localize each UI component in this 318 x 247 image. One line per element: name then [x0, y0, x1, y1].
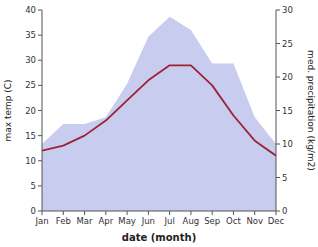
y2-tick: [276, 43, 280, 44]
x-tick: [148, 211, 149, 215]
x-tick-label: Jan: [34, 216, 48, 226]
y2-tick-label: 30: [282, 5, 293, 15]
x-tick: [84, 211, 85, 215]
y-tick: [38, 185, 42, 186]
x-tick: [169, 211, 170, 215]
x-tick-label: May: [118, 216, 136, 226]
y2-tick: [276, 10, 280, 11]
x-tick-label: Aug: [183, 216, 200, 226]
y-tick: [38, 35, 42, 36]
y-tick-label: 40: [25, 5, 36, 15]
y2-tick: [276, 211, 280, 212]
y-tick: [38, 160, 42, 161]
x-tick-label: Feb: [56, 216, 71, 226]
area: [42, 17, 276, 211]
x-tick: [105, 211, 106, 215]
y-tick-label: 10: [25, 156, 36, 166]
y-tick-label: 20: [25, 106, 36, 116]
y-tick-label: 25: [25, 80, 36, 90]
y-tick-label: 5: [31, 181, 36, 191]
x-tick: [276, 211, 277, 215]
y2-tick-label: 15: [282, 106, 293, 116]
chart: JanFebMarAprMayJunJulAugSepOctNovDec0510…: [0, 0, 318, 247]
y2-tick: [276, 77, 280, 78]
y-tick: [38, 110, 42, 111]
y-tick: [38, 60, 42, 61]
y-tick-label: 35: [25, 30, 36, 40]
x-tick-label: Apr: [98, 216, 113, 226]
x-tick-label: Nov: [246, 216, 263, 226]
y2-tick-label: 25: [282, 39, 293, 49]
x-tick-label: Jun: [141, 216, 155, 226]
y2-tick-label: 20: [282, 72, 293, 82]
line: [42, 65, 276, 155]
y2-tick-label: 5: [282, 173, 287, 183]
x-tick-label: Sep: [204, 216, 220, 226]
x-axis-label: date (month): [122, 232, 196, 243]
x-tick-label: Mar: [77, 216, 94, 226]
y-tick-label: 0: [31, 206, 36, 216]
y-tick-label: 15: [25, 131, 36, 141]
chart-container: JanFebMarAprMayJunJulAugSepOctNovDec0510…: [0, 0, 318, 247]
axes: JanFebMarAprMayJunJulAugSepOctNovDec0510…: [25, 5, 293, 226]
y2-tick: [276, 144, 280, 145]
y-tick: [38, 85, 42, 86]
x-tick-label: Dec: [268, 216, 285, 226]
y2-axis-label: med. precipitation (kg/m2): [306, 50, 316, 171]
x-tick: [63, 211, 64, 215]
x-tick: [233, 211, 234, 215]
x-tick: [254, 211, 255, 215]
y-tick: [38, 135, 42, 136]
y-axis-label: max temp (C): [3, 79, 13, 141]
y2-tick: [276, 177, 280, 178]
x-tick-label: Oct: [226, 216, 241, 226]
x-tick: [42, 211, 43, 215]
y-tick-label: 30: [25, 55, 36, 65]
x-tick: [212, 211, 213, 215]
x-tick: [190, 211, 191, 215]
y2-tick-label: 0: [282, 206, 287, 216]
x-tick-label: Jul: [164, 216, 175, 226]
y2-tick-label: 10: [282, 139, 293, 149]
x-axis-line: [42, 211, 276, 212]
y-tick: [38, 211, 42, 212]
x-tick: [127, 211, 128, 215]
y2-tick: [276, 110, 280, 111]
series-group: [42, 17, 276, 211]
y-tick: [38, 10, 42, 11]
